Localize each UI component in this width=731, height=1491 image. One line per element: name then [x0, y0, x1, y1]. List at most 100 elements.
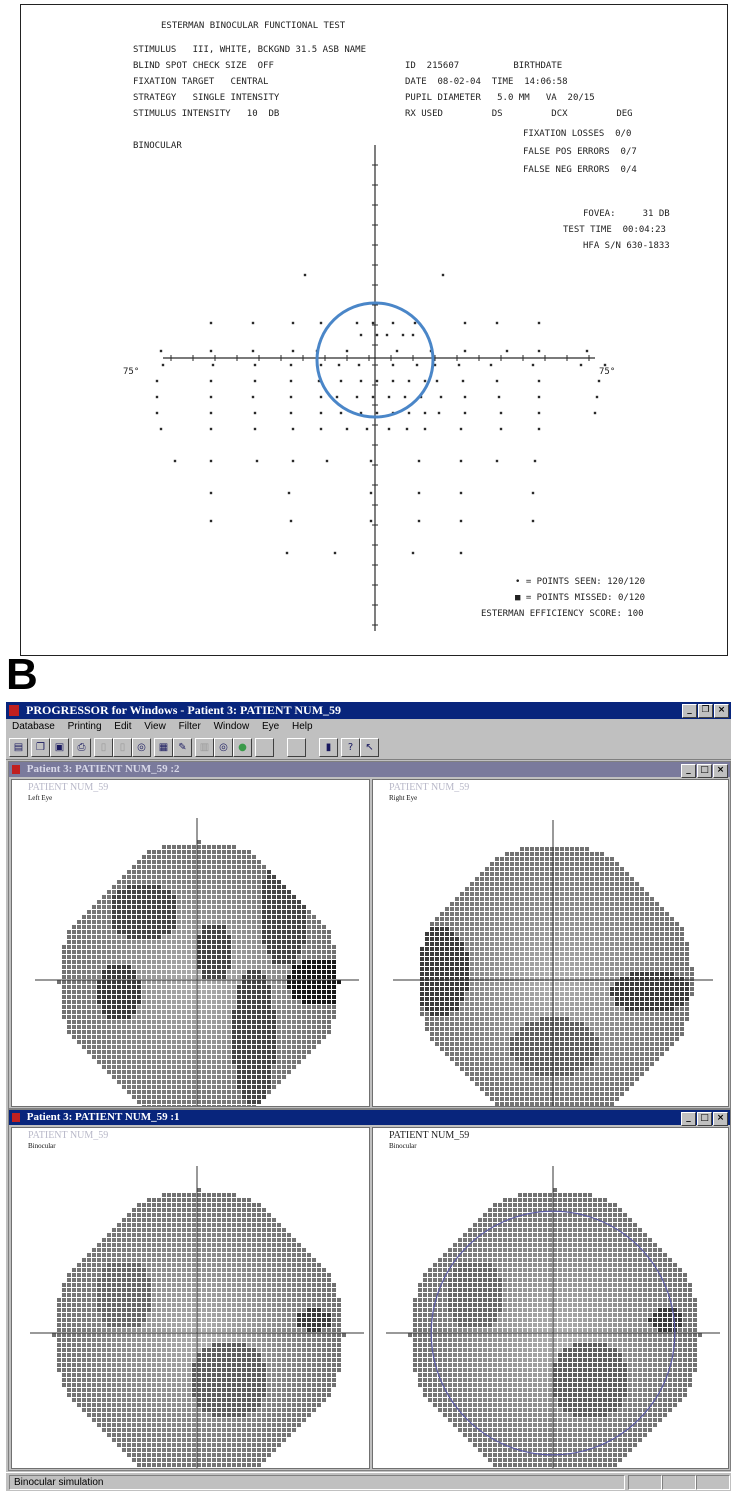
field-cell — [510, 1027, 514, 1031]
minimize-icon[interactable]: _ — [682, 704, 697, 718]
field-cell — [645, 1042, 649, 1046]
child1-title-bar[interactable]: Patient 3: PATIENT NUM_59 :2 _ □ × — [9, 762, 730, 778]
trash-icon[interactable]: ▮ — [319, 738, 338, 757]
binoculars-icon[interactable]: ◎ — [132, 738, 151, 757]
child2-title-bar[interactable]: Patient 3: PATIENT NUM_59 :1 _ □ × — [9, 1110, 730, 1126]
field-cell — [187, 1045, 191, 1049]
field-cell — [575, 967, 579, 971]
field-cell — [560, 877, 564, 881]
field-cell — [277, 1080, 281, 1084]
field-cell — [605, 882, 609, 886]
field-cell — [485, 902, 489, 906]
field-cell — [207, 925, 211, 929]
grid-icon[interactable]: ▥ — [195, 738, 214, 757]
field-cell — [157, 970, 161, 974]
field-cell — [182, 1208, 186, 1212]
menu-help[interactable]: Help — [291, 721, 313, 732]
field-cell — [595, 962, 599, 966]
field-cell — [187, 945, 191, 949]
field-cell — [307, 940, 311, 944]
field-cell — [287, 890, 291, 894]
right-eye-pane[interactable]: PATIENT NUM_59 Right Eye — [372, 779, 729, 1107]
left-eye-pane[interactable]: PATIENT NUM_59 Left Eye — [11, 779, 370, 1107]
help-icon[interactable]: ? — [341, 738, 360, 757]
open-icon[interactable]: ▤ — [9, 738, 28, 757]
field-cell — [565, 1007, 569, 1011]
field-cell — [645, 997, 649, 1001]
field-cell — [565, 1057, 569, 1061]
field-cell — [117, 1055, 121, 1059]
restore-icon[interactable]: ❐ — [698, 704, 713, 718]
close-icon[interactable]: × — [713, 764, 728, 778]
field-cell — [450, 1007, 454, 1011]
field-cell — [625, 947, 629, 951]
help-arrow-icon[interactable]: ↖ — [360, 738, 379, 757]
field-cell — [277, 1055, 281, 1059]
menu-printing[interactable]: Printing — [67, 721, 102, 732]
field-cell — [237, 970, 241, 974]
field-cell — [615, 902, 619, 906]
page-icon[interactable]: ▯ — [113, 738, 132, 757]
field-cell — [525, 917, 529, 921]
save-icon[interactable]: ▣ — [50, 738, 69, 757]
field-cell — [72, 1030, 76, 1034]
field-cell — [540, 962, 544, 966]
field-cell — [202, 1090, 206, 1094]
menu-edit[interactable]: Edit — [114, 721, 132, 732]
pencil-icon[interactable]: ✎ — [173, 738, 192, 757]
field-cell — [237, 985, 241, 989]
field-cell — [650, 987, 654, 991]
field-cell — [287, 1065, 291, 1069]
field-cell — [172, 975, 176, 979]
maximize-icon[interactable]: □ — [697, 764, 712, 778]
menu-window[interactable]: Window — [213, 721, 250, 732]
field-cell — [162, 1208, 166, 1212]
blank-icon[interactable] — [287, 738, 306, 757]
minimize-icon[interactable]: _ — [681, 1112, 696, 1126]
field-cell — [615, 1047, 619, 1051]
field-cell — [97, 1055, 101, 1059]
blank-icon[interactable] — [255, 738, 274, 757]
close-icon[interactable]: × — [713, 1112, 728, 1126]
field-cell — [565, 847, 569, 851]
print-icon[interactable]: ⎙ — [72, 738, 91, 757]
field-cell — [247, 1198, 251, 1202]
main-title-bar[interactable]: PROGRESSOR for Windows - Patient 3: PATI… — [6, 702, 731, 719]
binocular-pane-left[interactable]: PATIENT NUM_59 Binocular — [11, 1127, 370, 1469]
field-cell — [242, 855, 246, 859]
field-cell — [252, 875, 256, 879]
field-cell — [182, 1040, 186, 1044]
menu-view[interactable]: View — [144, 721, 166, 732]
field-cell — [207, 1085, 211, 1089]
menu-eye[interactable]: Eye — [261, 721, 280, 732]
minimize-icon[interactable]: _ — [681, 764, 696, 778]
field-cell — [167, 995, 171, 999]
field-cell — [475, 1072, 479, 1076]
page-icon[interactable]: ▯ — [94, 738, 113, 757]
copy-icon[interactable]: ❐ — [31, 738, 50, 757]
field-cell — [292, 975, 296, 979]
field-cell — [485, 877, 489, 881]
field-cell — [92, 995, 96, 999]
field-cell — [137, 1055, 141, 1059]
binoculars-icon[interactable]: ◎ — [214, 738, 233, 757]
field-cell — [167, 1070, 171, 1074]
field-cell — [590, 887, 594, 891]
field-cell — [122, 895, 126, 899]
menu-filter[interactable]: Filter — [178, 721, 201, 732]
field-cell — [147, 925, 151, 929]
chart-icon[interactable]: ▦ — [154, 738, 173, 757]
maximize-icon[interactable]: □ — [697, 1112, 712, 1126]
close-icon[interactable]: × — [714, 704, 729, 718]
seen-point — [319, 411, 323, 415]
field-cell — [282, 1050, 286, 1054]
field-cell — [485, 887, 489, 891]
field-cell — [222, 1050, 226, 1054]
field-cell — [267, 1000, 271, 1004]
globe-icon[interactable]: ● — [233, 738, 252, 757]
menu-database[interactable]: Database — [12, 721, 55, 732]
field-cell — [595, 1017, 599, 1021]
seen-point — [415, 363, 419, 367]
seen-point — [319, 395, 323, 399]
seen-point — [531, 491, 535, 495]
